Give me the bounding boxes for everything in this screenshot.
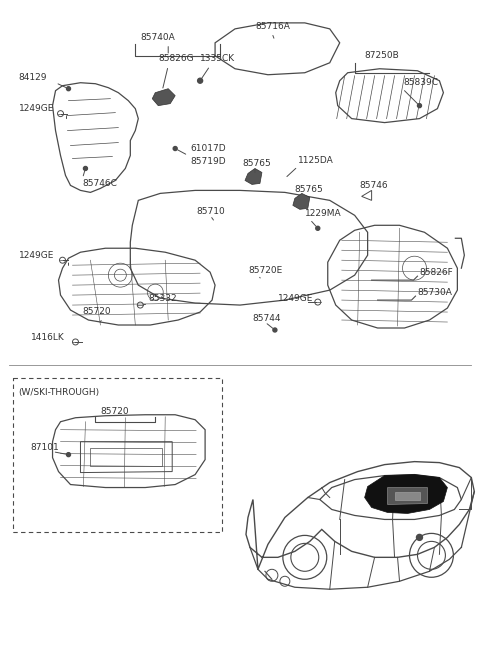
Text: 85730A: 85730A xyxy=(418,287,452,297)
Polygon shape xyxy=(387,487,428,504)
Polygon shape xyxy=(395,491,420,499)
Text: 85720: 85720 xyxy=(100,407,129,417)
Text: 87101: 87101 xyxy=(31,443,60,452)
Text: 85826G: 85826G xyxy=(158,54,194,63)
Polygon shape xyxy=(245,169,262,184)
Circle shape xyxy=(417,535,422,541)
Polygon shape xyxy=(365,474,447,514)
Text: 61017D: 61017D xyxy=(190,144,226,153)
Text: 85720: 85720 xyxy=(83,306,111,316)
Text: 85839C: 85839C xyxy=(404,78,439,87)
Circle shape xyxy=(316,226,320,230)
Text: 1125DA: 1125DA xyxy=(298,156,334,165)
Text: 85716A: 85716A xyxy=(255,22,290,31)
Text: 85746: 85746 xyxy=(360,181,388,190)
Text: 85744: 85744 xyxy=(252,314,280,323)
Text: 1249GE: 1249GE xyxy=(19,104,54,113)
Text: 85740A: 85740A xyxy=(140,33,175,43)
Circle shape xyxy=(198,78,203,83)
Circle shape xyxy=(67,87,71,91)
Text: 84129: 84129 xyxy=(19,73,47,82)
Text: 85765: 85765 xyxy=(295,185,324,194)
Text: 1416LK: 1416LK xyxy=(31,333,64,342)
Circle shape xyxy=(173,146,177,150)
Text: 1335CK: 1335CK xyxy=(200,54,235,63)
Circle shape xyxy=(418,104,421,108)
Text: 1229MA: 1229MA xyxy=(305,209,341,218)
Circle shape xyxy=(273,328,277,332)
Text: (W/SKI-THROUGH): (W/SKI-THROUGH) xyxy=(19,388,100,398)
Text: 85765: 85765 xyxy=(242,159,271,168)
Text: 85710: 85710 xyxy=(196,207,225,216)
Text: 85746C: 85746C xyxy=(83,179,117,188)
Text: 85332: 85332 xyxy=(148,294,177,302)
Polygon shape xyxy=(152,89,175,106)
Text: 85826F: 85826F xyxy=(420,268,453,277)
Text: 87250B: 87250B xyxy=(365,51,399,60)
Polygon shape xyxy=(293,194,310,209)
Text: 1249GE: 1249GE xyxy=(278,294,313,302)
Text: 85720E: 85720E xyxy=(248,266,282,275)
Circle shape xyxy=(84,167,87,171)
Text: 85719D: 85719D xyxy=(190,157,226,166)
Text: 1249GE: 1249GE xyxy=(19,251,54,260)
Circle shape xyxy=(67,453,71,457)
